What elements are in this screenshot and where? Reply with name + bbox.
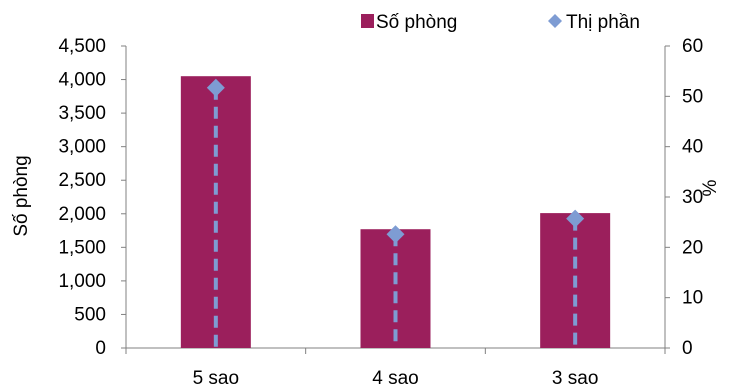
y-right-tick-label: 0 xyxy=(682,338,693,359)
bars xyxy=(180,76,611,348)
marker xyxy=(566,209,585,228)
bar xyxy=(360,229,431,348)
y-tick-label: 2,000 xyxy=(58,204,106,225)
marker xyxy=(206,78,225,97)
x-tick-label: 5 sao xyxy=(193,368,239,389)
legend: Số phòng Thị phần xyxy=(361,12,640,33)
y-tick-label: 4,000 xyxy=(58,70,106,91)
y-right-tick-label: 50 xyxy=(682,86,703,107)
y-right-tick-label: 30 xyxy=(682,187,703,208)
y-right-tick-label: 60 xyxy=(682,36,703,57)
y-right-tick-label: 20 xyxy=(682,237,703,258)
x-tick-label: 4 sao xyxy=(372,368,418,389)
markers xyxy=(206,78,585,348)
axes: 05001,0001,5002,0002,5003,0003,5004,0004… xyxy=(58,36,703,389)
y-tick-label: 2,500 xyxy=(58,170,106,191)
y-tick-label: 1,500 xyxy=(58,237,106,258)
y-tick-label: 500 xyxy=(74,304,106,325)
y-tick-label: 4,500 xyxy=(58,36,106,57)
y-tick-label: 0 xyxy=(95,338,106,359)
legend-label-marker: Thị phần xyxy=(566,12,640,33)
y-right-tick-label: 10 xyxy=(682,288,703,309)
legend-label-bar: Số phòng xyxy=(376,12,457,33)
y-tick-label: 3,000 xyxy=(58,137,106,158)
marker xyxy=(386,225,405,244)
y-tick-label: 3,500 xyxy=(58,103,106,124)
legend-swatch-marker xyxy=(548,14,562,28)
legend-swatch-bar xyxy=(361,14,374,28)
y-axis-title: Số phòng xyxy=(11,155,32,236)
y-right-tick-label: 40 xyxy=(682,137,703,158)
y-tick-label: 1,000 xyxy=(58,271,106,292)
x-tick-label: 3 sao xyxy=(552,368,598,389)
y-axis-right-title: % xyxy=(700,179,721,196)
